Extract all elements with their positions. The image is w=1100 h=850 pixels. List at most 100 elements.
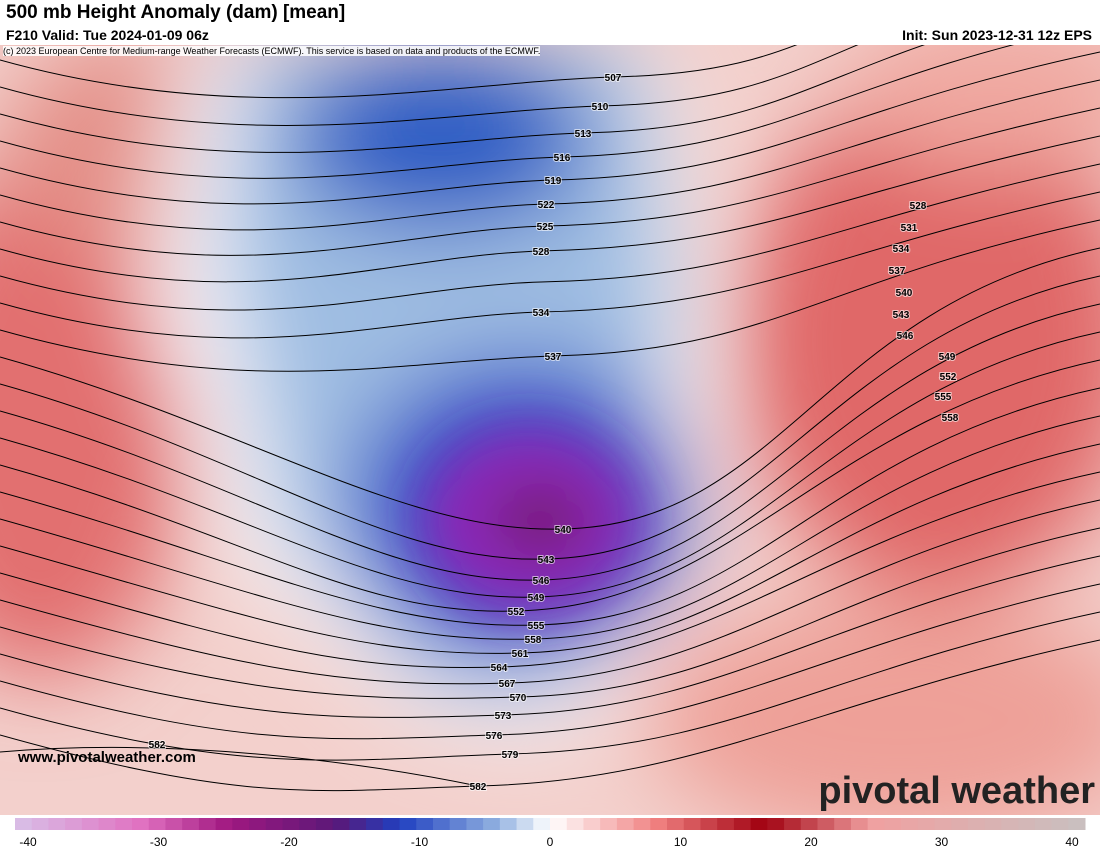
colorbar-cell — [884, 818, 902, 830]
colorbar-cell — [516, 818, 534, 830]
colorbar-cell — [616, 818, 635, 830]
init-time: Init: Sun 2023-12-31 12z EPS — [902, 27, 1092, 43]
colorbar-cell — [1051, 818, 1069, 830]
contour-label: 534 — [893, 244, 910, 255]
colorbar-cell — [366, 818, 384, 830]
contour-label: 543 — [538, 555, 555, 566]
contour-line — [0, 45, 798, 99]
colorbar-cell — [951, 818, 969, 830]
colorbar-cell — [232, 818, 250, 830]
colorbar-cell — [265, 818, 283, 830]
colorbar-cell — [1068, 818, 1086, 830]
contour-line — [0, 191, 1100, 339]
colorbar-cell — [165, 818, 183, 830]
contour-label: 537 — [545, 352, 562, 363]
colorbar-tick-label: 40 — [1065, 835, 1079, 849]
contour-label: 519 — [545, 176, 562, 187]
colorbar-cell — [249, 818, 267, 830]
contour-line — [0, 45, 926, 153]
contour-line — [0, 415, 1100, 640]
contour-line — [0, 499, 1100, 685]
contour-label: 534 — [533, 308, 550, 319]
colorbar-cell — [15, 818, 33, 830]
colorbar-cell — [432, 818, 451, 830]
colorbar-cell — [767, 818, 785, 830]
colorbar-cell — [148, 818, 166, 830]
contour-label: 552 — [940, 372, 957, 383]
colorbar-cell — [984, 818, 1002, 830]
colorbar-cell — [733, 818, 752, 830]
contour-label: 543 — [893, 310, 910, 321]
contour-label: 579 — [502, 750, 519, 761]
contour-line — [0, 275, 1100, 560]
contour-line — [0, 45, 859, 126]
colorbar-cell — [750, 818, 768, 830]
colorbar-cell — [650, 818, 668, 830]
contour-label: 576 — [486, 731, 503, 742]
colorbar-cell — [416, 818, 434, 830]
contour-label: 555 — [935, 392, 952, 403]
colorbar-cell — [566, 818, 584, 830]
colorbar-cell — [817, 818, 835, 830]
contour-label: 510 — [592, 102, 609, 113]
colorbar-cell — [449, 818, 467, 830]
contour-label: 549 — [528, 593, 545, 604]
colorbar-tick-label: -10 — [411, 835, 429, 849]
map: 507 510 513 516 519 522 525 528 534 537 540 543 546 5… — [0, 45, 1100, 815]
colorbar-cell — [867, 818, 885, 830]
colorbar: -40 -30 -20 -10 0 10 20 30 40 — [15, 818, 1086, 849]
colorbar-tick-label: 0 — [547, 835, 554, 849]
contour-label: 555 — [528, 621, 545, 632]
contour-line — [0, 611, 1100, 761]
contour-line — [0, 45, 1015, 179]
colorbar-cell — [583, 818, 601, 830]
contour-line — [0, 79, 1100, 231]
contour-line — [0, 359, 1100, 612]
contour-label: 528 — [910, 201, 927, 212]
colorbar-cell — [1034, 818, 1053, 830]
colorbar-cell — [633, 818, 651, 830]
logo: pivotal weather — [818, 770, 1095, 812]
colorbar-cell — [901, 818, 919, 830]
colorbar-cell — [399, 818, 417, 830]
contour-line — [0, 443, 1100, 654]
contour-line — [0, 135, 1100, 283]
colorbar-cell — [466, 818, 484, 830]
valid-time: F210 Valid: Tue 2024-01-09 06z — [6, 27, 209, 43]
contour-line — [0, 163, 1100, 311]
contour-label: 540 — [555, 525, 572, 536]
contour-label: 573 — [495, 711, 512, 722]
contour-label: 507 — [605, 73, 622, 84]
contour-label: 564 — [491, 663, 508, 674]
colorbar-cell — [934, 818, 952, 830]
colorbar-cell — [282, 818, 300, 830]
colorbar-cell — [717, 818, 735, 830]
contour-label: 582 — [149, 740, 166, 751]
colorbar-cell — [48, 818, 66, 830]
contour-line — [0, 331, 1100, 598]
contour-label: 567 — [499, 679, 516, 690]
colorbar-cell — [132, 818, 150, 830]
contour-line — [0, 746, 479, 787]
contour-line — [0, 219, 1100, 372]
colorbar-cell — [65, 818, 83, 830]
contour-label: 546 — [897, 331, 914, 342]
contour-line — [0, 247, 1100, 530]
contour-label: 525 — [537, 222, 554, 233]
contour-line — [0, 471, 1100, 669]
colorbar-cell — [800, 818, 818, 830]
colorbar-cell — [683, 818, 701, 830]
contour-label: 582 — [470, 782, 487, 793]
website: www.pivotalweather.com — [17, 749, 196, 766]
contour-label: 540 — [896, 288, 913, 299]
colorbar-cell — [349, 818, 367, 830]
colorbar-cell — [967, 818, 986, 830]
contour-label: 546 — [533, 576, 550, 587]
contour-line — [0, 387, 1100, 626]
credit: (c) 2023 European Centre for Medium-rang… — [3, 46, 541, 56]
colorbar-cell — [533, 818, 551, 830]
contour-label: 528 — [533, 247, 550, 258]
colorbar-cell — [81, 818, 100, 830]
colorbar-cell — [198, 818, 217, 830]
colorbar-cell — [182, 818, 200, 830]
